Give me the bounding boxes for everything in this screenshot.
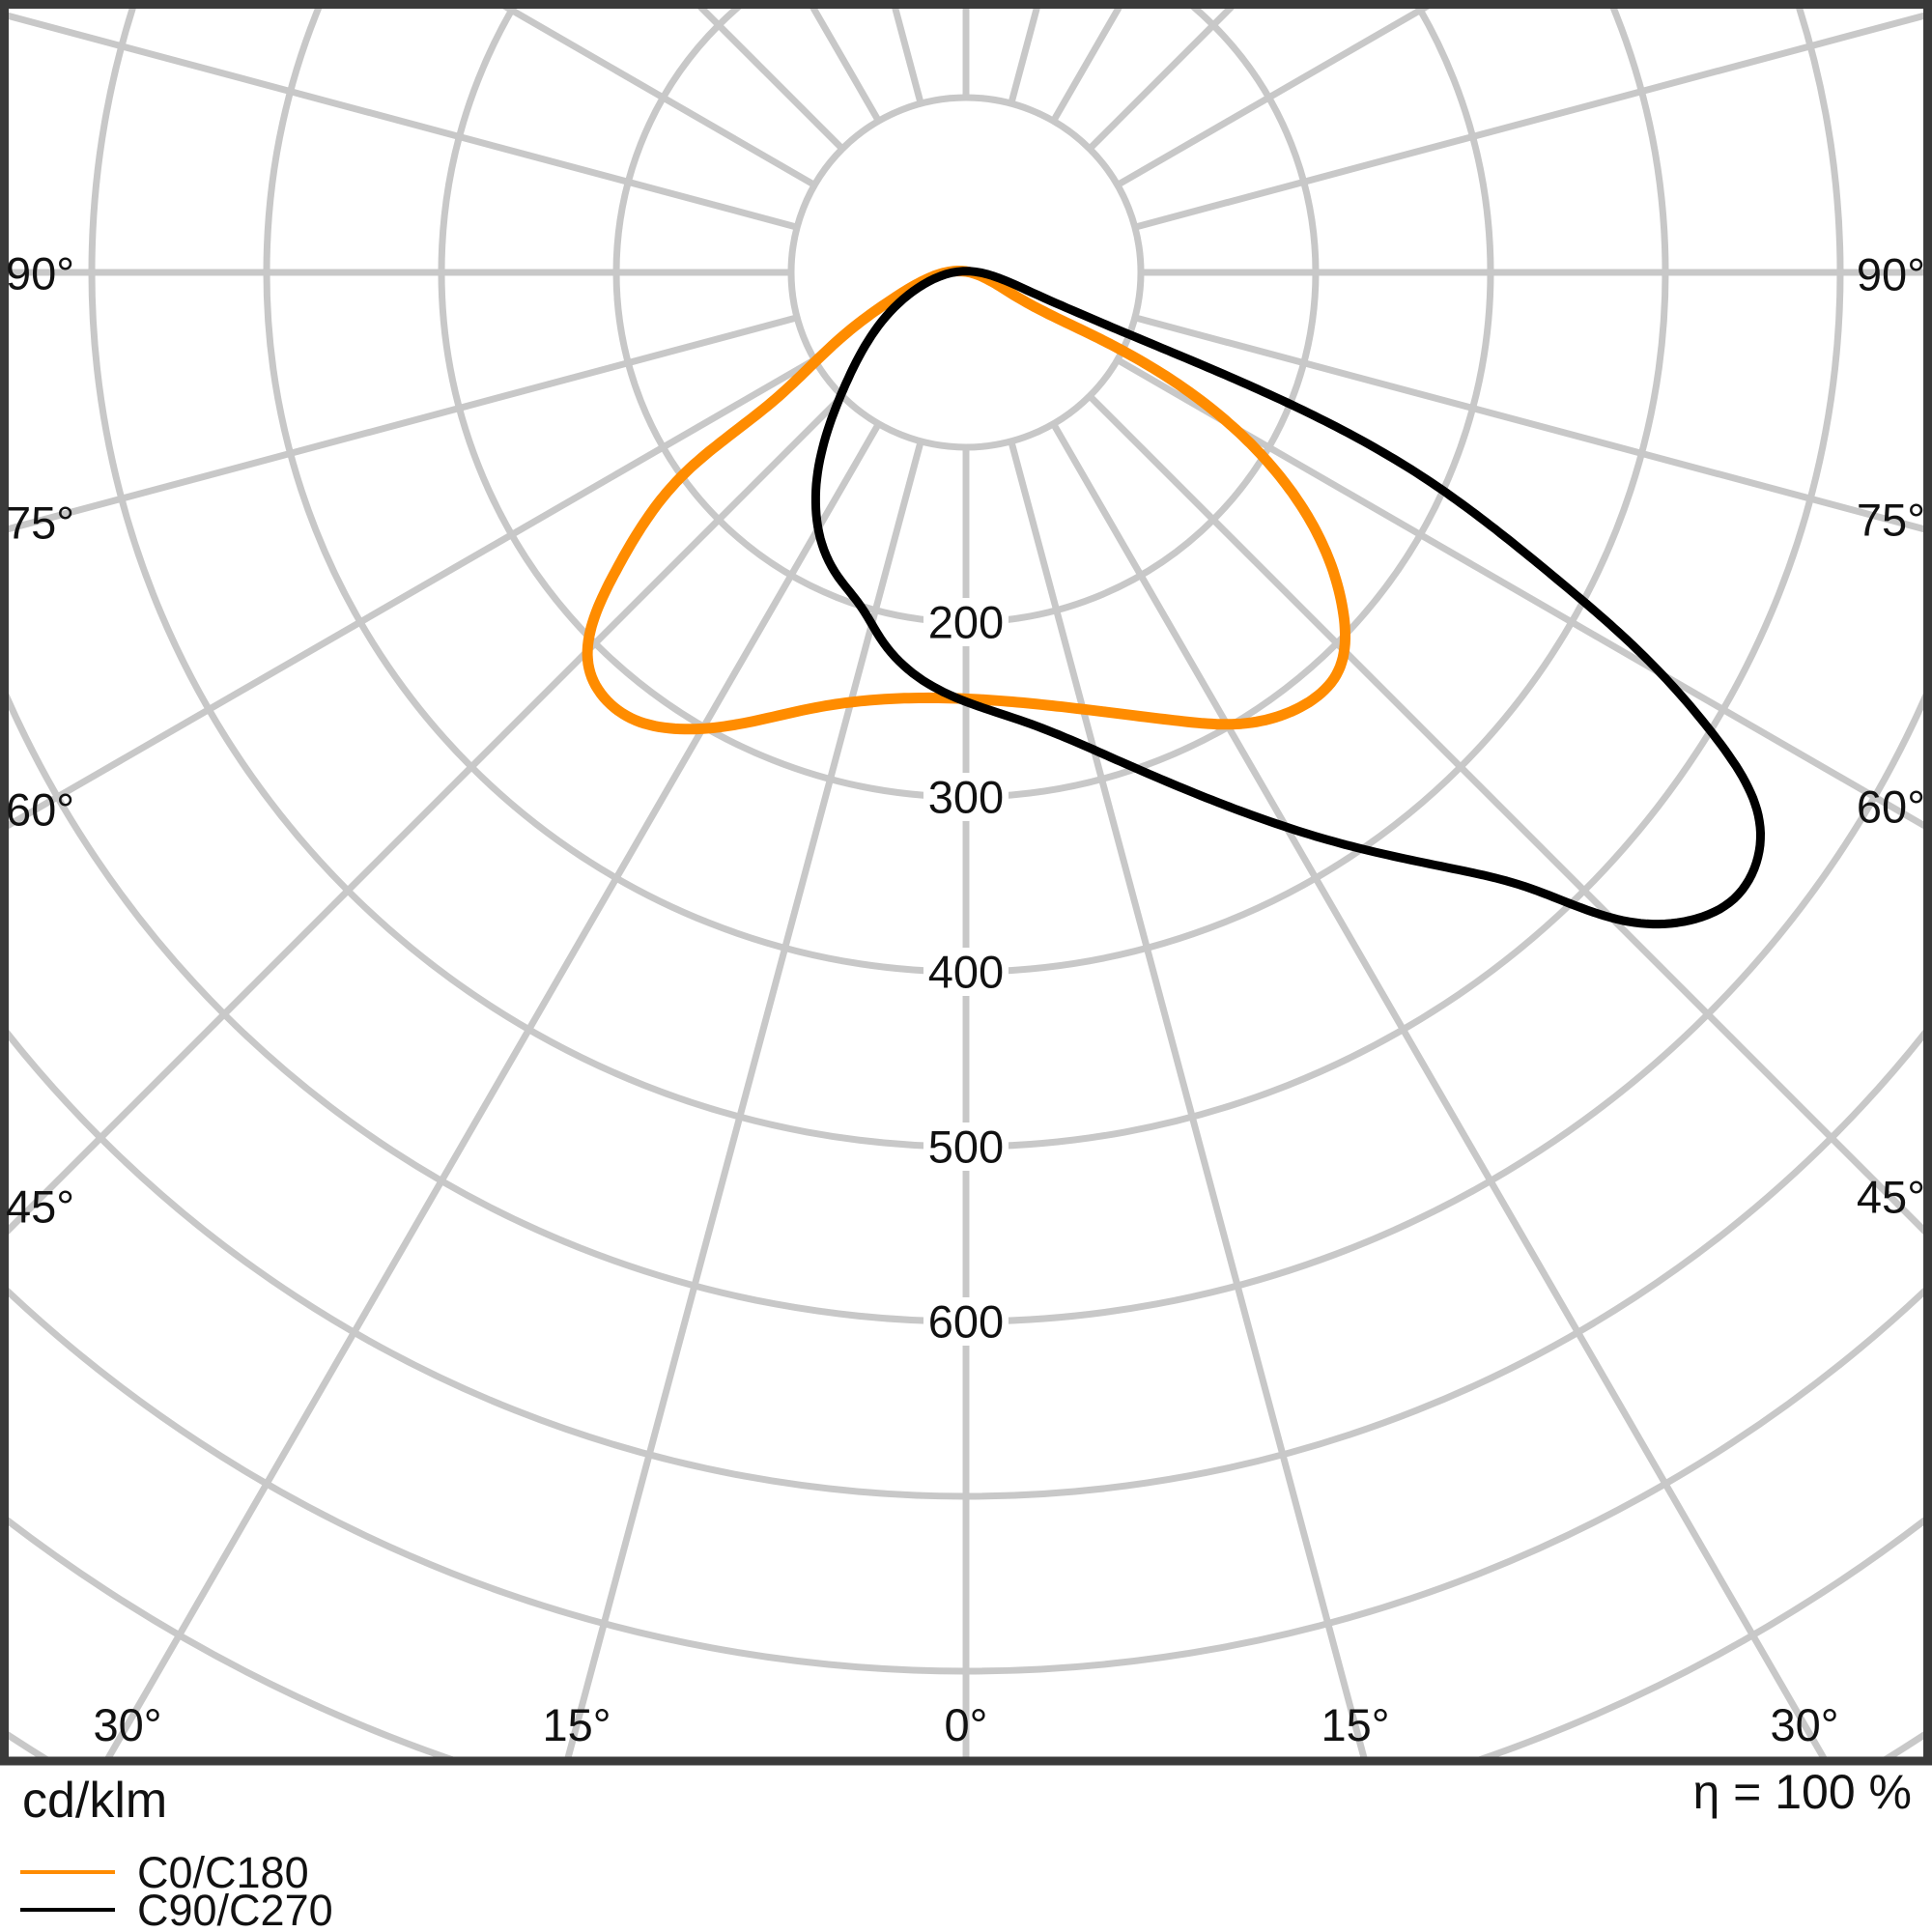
svg-text:90°: 90° <box>6 248 74 299</box>
svg-text:600: 600 <box>928 1296 1004 1348</box>
svg-text:45°: 45° <box>1857 1172 1925 1223</box>
svg-text:90°: 90° <box>1857 249 1925 300</box>
svg-text:η = 100 %: η = 100 % <box>1692 1765 1912 1819</box>
svg-text:200: 200 <box>928 597 1004 648</box>
svg-text:0°: 0° <box>945 1699 988 1750</box>
svg-text:C0/C180: C0/C180 <box>137 1848 309 1897</box>
svg-text:75°: 75° <box>1857 495 1925 546</box>
svg-text:C90/C270: C90/C270 <box>137 1886 333 1932</box>
svg-text:15°: 15° <box>1321 1699 1389 1750</box>
svg-text:45°: 45° <box>6 1181 74 1233</box>
svg-text:300: 300 <box>928 772 1004 823</box>
svg-text:400: 400 <box>928 947 1004 998</box>
svg-text:60°: 60° <box>6 784 74 836</box>
svg-text:60°: 60° <box>1857 781 1925 833</box>
svg-text:15°: 15° <box>542 1699 611 1750</box>
svg-text:30°: 30° <box>1770 1699 1838 1750</box>
svg-text:500: 500 <box>928 1122 1004 1173</box>
svg-text:cd/klm: cd/klm <box>22 1773 167 1829</box>
svg-text:30°: 30° <box>93 1699 161 1750</box>
svg-text:75°: 75° <box>6 497 74 549</box>
